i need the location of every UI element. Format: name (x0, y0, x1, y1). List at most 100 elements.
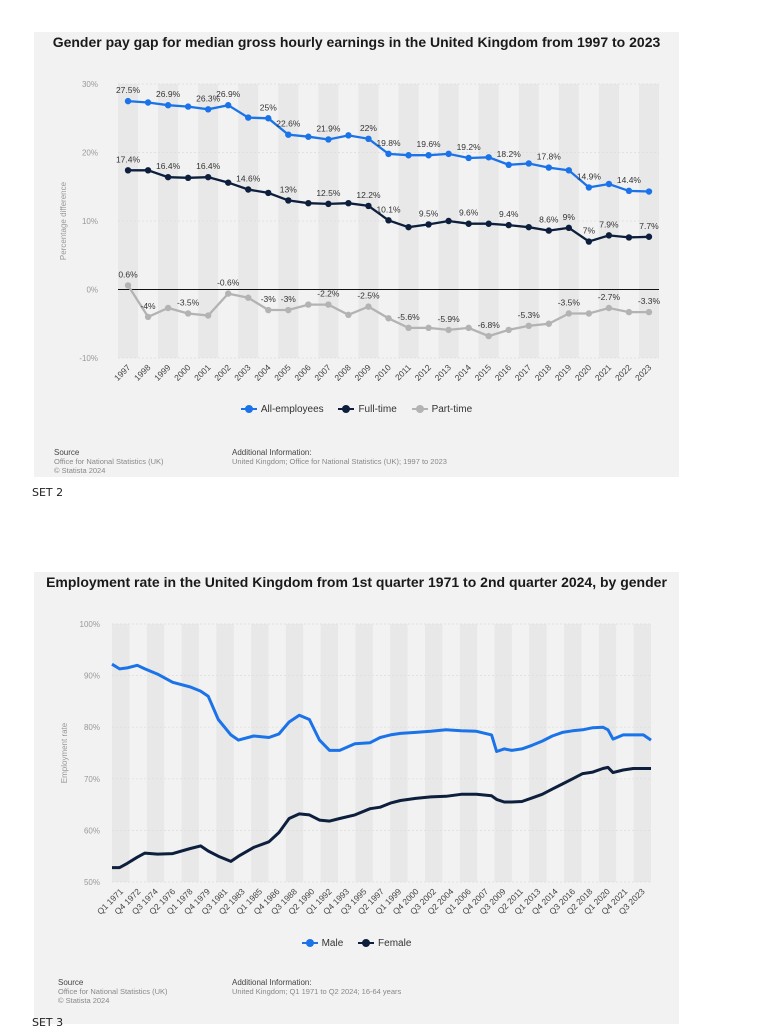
data-label: -5.6% (397, 312, 420, 322)
x-tick-label: 2002 (212, 362, 233, 383)
data-label: -3% (261, 294, 277, 304)
data-point (525, 223, 532, 231)
data-label: 14.4% (617, 175, 642, 185)
x-tick-label: 2005 (272, 362, 293, 383)
data-point (144, 167, 152, 174)
x-tick-label: 1998 (132, 362, 153, 383)
data-point (505, 221, 512, 229)
x-tick-label: 2016 (493, 362, 514, 383)
y-axis-label: Employment rate (60, 722, 69, 783)
data-point (485, 332, 492, 340)
data-label: 27.5% (116, 85, 141, 95)
legend-marker-icon (358, 939, 375, 948)
data-point (405, 152, 412, 159)
data-point (545, 227, 552, 234)
x-tick-label: 2007 (312, 362, 333, 383)
legend-marker-icon (411, 405, 428, 414)
legend-marker-icon (240, 405, 257, 414)
grid-band (320, 624, 339, 882)
data-point (164, 173, 172, 181)
data-point (184, 310, 192, 317)
data-point (605, 304, 613, 312)
source-link[interactable]: Office for National Statistics (UK) (58, 987, 168, 996)
data-point (565, 224, 573, 232)
data-point (225, 179, 232, 186)
data-point (585, 184, 593, 191)
series-line-female (112, 765, 651, 870)
data-point (545, 164, 552, 171)
data-point (465, 324, 472, 332)
chart-card-employment-rate: Employment rate in the United Kingdom fr… (34, 572, 679, 1024)
legend-item-all-employees[interactable]: All-employees (240, 404, 324, 415)
data-label: 22% (360, 123, 377, 133)
data-point (124, 167, 132, 174)
data-label: 16.4% (156, 161, 181, 171)
grid-band (459, 624, 478, 882)
y-tick-label: 0% (86, 286, 98, 295)
data-label: 19.6% (417, 139, 442, 149)
data-point (625, 187, 633, 195)
data-point (305, 199, 312, 207)
data-point (124, 97, 132, 105)
data-label: 18.2% (497, 149, 522, 159)
y-tick-label: 70% (84, 775, 100, 784)
x-tick-label: 2014 (453, 362, 474, 383)
data-point (605, 232, 613, 239)
grid-band (424, 624, 443, 882)
grid-band (529, 624, 547, 882)
data-label: -3.5% (558, 297, 581, 307)
data-label: -4% (140, 301, 156, 311)
data-label: -0.6% (217, 278, 240, 288)
data-point (585, 238, 593, 245)
x-tick-label: 2020 (573, 362, 594, 383)
data-point (285, 197, 292, 204)
grid-band (146, 624, 165, 882)
data-point (204, 106, 212, 113)
x-tick-label: 2004 (252, 362, 273, 383)
data-point (465, 154, 472, 162)
additional-info-block: Additional Information: United Kingdom; … (232, 448, 447, 466)
x-tick-label: 2008 (332, 362, 353, 383)
data-point (265, 189, 272, 197)
chart-legend: Male Female (34, 938, 679, 951)
data-point (285, 131, 292, 138)
chart-title: Employment rate in the United Kingdom fr… (46, 574, 667, 590)
data-label: -3.5% (177, 297, 200, 307)
data-point (365, 202, 372, 210)
legend-item-male[interactable]: Male (301, 938, 343, 949)
data-point (425, 152, 432, 159)
data-label: 26.3% (196, 93, 221, 103)
source-link[interactable]: Office for National Statistics (UK) (54, 457, 164, 466)
data-label: -2.2% (317, 289, 340, 299)
data-label: -2.5% (357, 291, 380, 301)
x-tick-label: 2003 (232, 362, 253, 383)
data-point (204, 173, 212, 181)
y-tick-label: 100% (80, 620, 100, 629)
grid-band (598, 624, 617, 882)
x-tick-label: 2010 (372, 362, 393, 383)
data-point (505, 161, 512, 169)
data-point (345, 199, 352, 207)
grid-band (633, 624, 651, 882)
data-label: 10.1% (376, 204, 401, 214)
legend-item-female[interactable]: Female (358, 938, 411, 949)
data-point (445, 326, 452, 334)
legend-item-part-time[interactable]: Part-time (411, 404, 472, 415)
data-point (265, 306, 272, 314)
y-tick-label: 10% (82, 217, 98, 226)
data-point (405, 324, 412, 332)
data-point (445, 217, 452, 225)
data-point (285, 306, 292, 314)
x-tick-label: 2012 (413, 362, 434, 383)
data-point (405, 223, 412, 231)
data-label: 8.6% (539, 215, 559, 225)
y-tick-label: 60% (84, 826, 100, 835)
legend-item-full-time[interactable]: Full-time (338, 404, 397, 415)
data-point (345, 132, 352, 139)
grid-band (112, 624, 130, 882)
data-label: 14.6% (236, 173, 261, 183)
series-line-male (111, 662, 652, 753)
data-point (425, 324, 432, 332)
data-label: 21.9% (316, 123, 341, 133)
